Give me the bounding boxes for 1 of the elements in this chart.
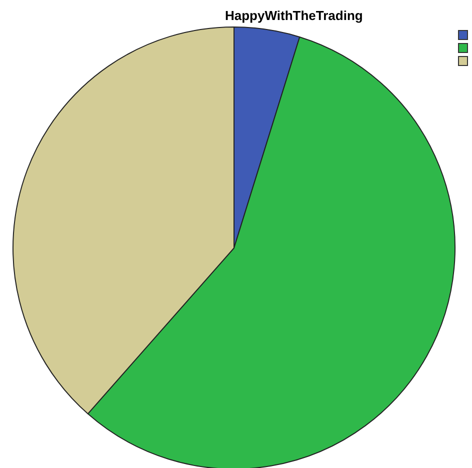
chart-title: HappyWithTheTrading [225,8,363,23]
